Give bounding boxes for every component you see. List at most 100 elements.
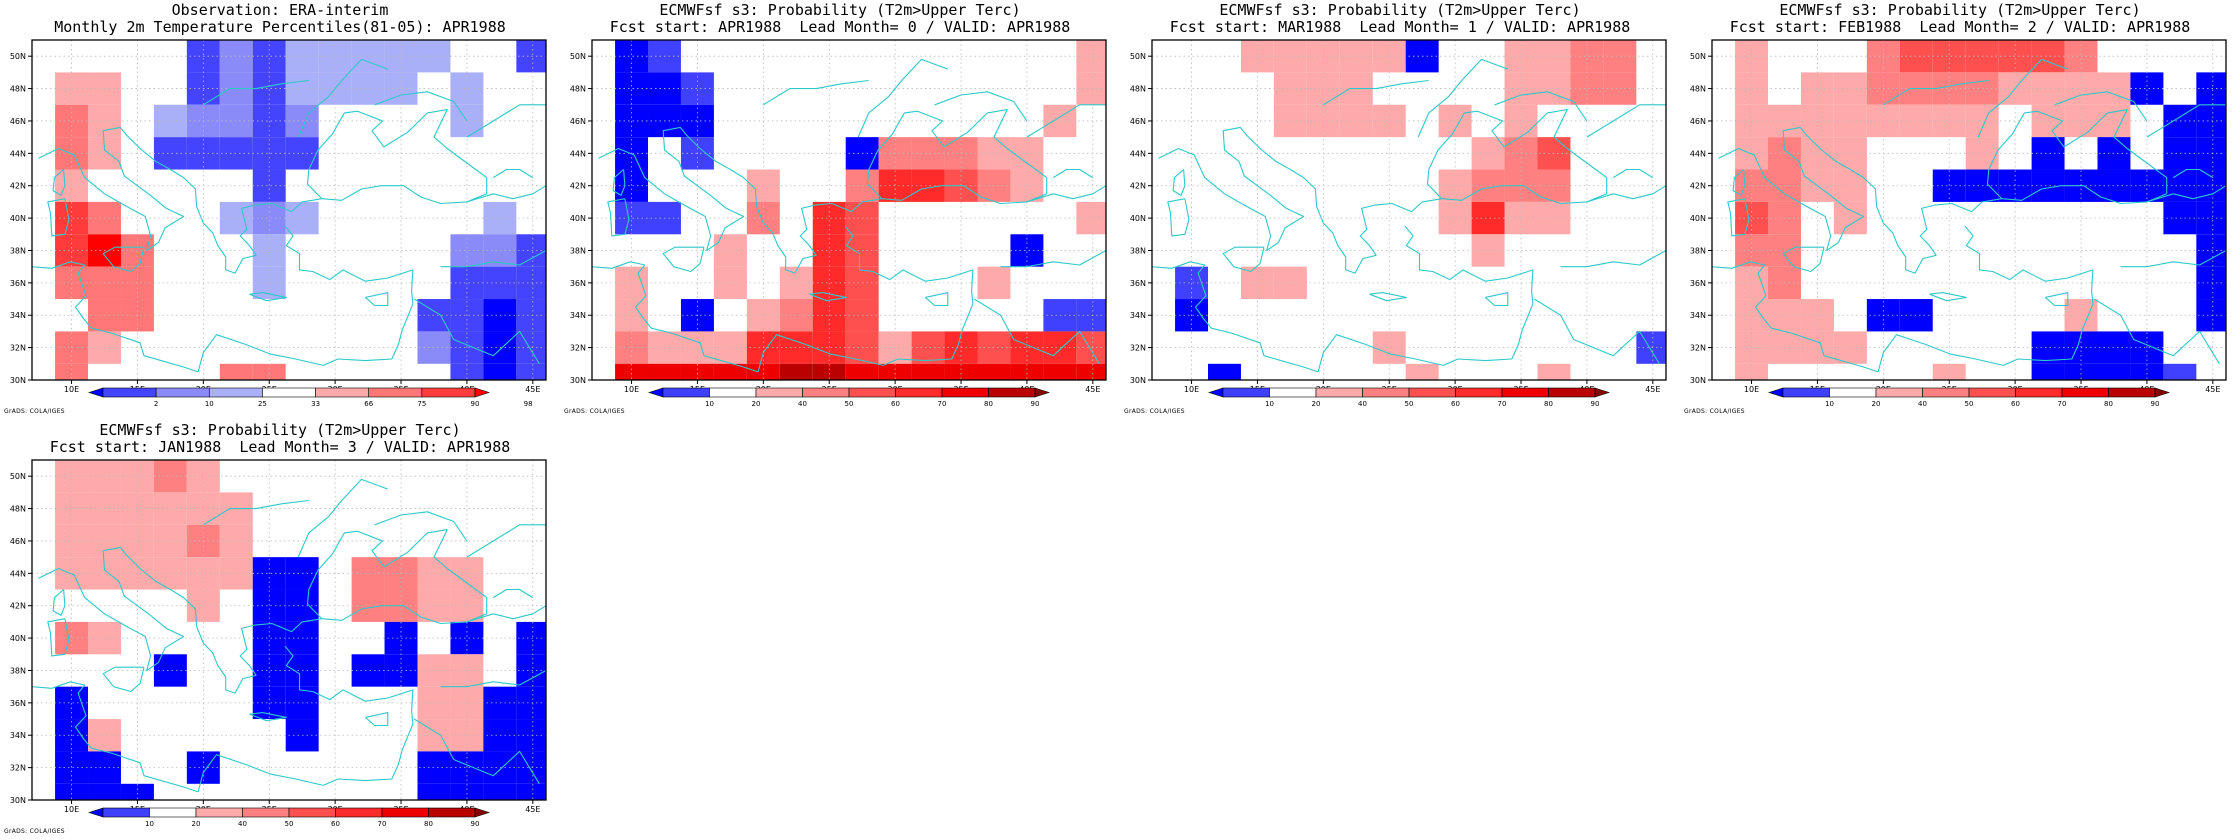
lat-tick-label: 44N	[1690, 149, 1706, 158]
grid-cell	[2130, 363, 2164, 380]
colorbar-swatch	[195, 807, 243, 818]
coastline	[1426, 109, 1608, 200]
coastline	[1369, 292, 1407, 302]
lat-tick-label: 46N	[10, 117, 26, 126]
colorbar-swatch	[1315, 387, 1363, 398]
coastline	[1172, 169, 1186, 196]
colorbar-swatch	[102, 807, 150, 818]
grid-cell	[1899, 299, 1933, 332]
map-frame	[1151, 39, 1667, 381]
grid-cell	[1800, 104, 1834, 138]
colorbar-swatch	[1362, 387, 1410, 398]
coastline	[466, 104, 546, 138]
colorbar-label: 40	[1358, 400, 1367, 408]
coastline	[2001, 185, 2167, 205]
colorbar-end-high	[474, 807, 490, 818]
lat-tick-label: 34N	[10, 311, 26, 320]
coastline	[1799, 127, 2002, 274]
colorbar-label: 20	[1312, 400, 1321, 408]
colorbar-label: 90	[471, 400, 480, 408]
grid-cell	[483, 266, 517, 300]
grid-cell	[120, 266, 154, 300]
coastline	[1158, 126, 1305, 252]
coastline	[925, 292, 949, 307]
colorbar-label: 70	[2058, 400, 2067, 408]
grid-cell	[1043, 331, 1077, 364]
colorbar-end-low	[1208, 387, 1224, 398]
colorbar-label: 20	[192, 820, 201, 828]
grid-cell	[779, 299, 813, 332]
map-frame	[1711, 39, 2227, 381]
coastline	[1727, 198, 1750, 237]
grid-cell	[845, 363, 879, 380]
grid-cell	[1735, 363, 1769, 380]
colorbar-swatch	[848, 387, 896, 398]
lat-tick-label: 38N	[10, 246, 26, 255]
lat-tick-label: 36N	[1690, 279, 1706, 288]
grid-cell	[516, 783, 546, 800]
lon-tick-label: 45E	[1085, 385, 1100, 394]
colorbar-swatch	[1968, 387, 2016, 398]
coastline	[1000, 250, 1107, 268]
colorbar-swatch	[941, 387, 989, 398]
colorbar-swatch	[381, 807, 429, 818]
coastline	[1167, 198, 1190, 237]
lat-tick-label: 44N	[10, 149, 26, 158]
grid-cell	[779, 266, 813, 300]
grid-cell	[2163, 137, 2197, 170]
colorbar-swatch	[1408, 387, 1456, 398]
colorbar-label: 40	[238, 820, 247, 828]
coastline	[321, 605, 487, 625]
panel-subtitle: Fcst start: APR1988 Lead Month= 0 / VALI…	[609, 18, 1071, 36]
coastline	[1986, 109, 2168, 200]
colorbar-label: 90	[1031, 400, 1040, 408]
colorbar-end-high	[474, 387, 490, 398]
lat-tick-label: 30N	[1690, 376, 1706, 385]
lat-tick-label: 30N	[570, 376, 586, 385]
coastline	[413, 298, 540, 365]
grid-cell	[2163, 201, 2197, 235]
colorbar-swatch	[428, 807, 476, 818]
coastline	[1533, 298, 1660, 365]
lat-tick-label: 36N	[10, 699, 26, 708]
grid-cell	[55, 783, 89, 800]
coastline	[284, 645, 414, 786]
lat-tick-label: 40N	[1690, 214, 1706, 223]
grid-cell	[483, 751, 517, 784]
coastline	[598, 126, 745, 252]
lat-tick-label: 42N	[10, 602, 26, 611]
grid-cell	[417, 783, 451, 800]
grads-credit: GrADS: COLA/IGES	[4, 828, 65, 835]
coastline	[249, 292, 287, 302]
grads-credit: GrADS: COLA/IGES	[1684, 408, 1745, 415]
coastline	[466, 605, 547, 623]
coastline	[1613, 168, 1654, 179]
map-panel-observation: Observation: ERA-interim Monthly 2m Temp…	[0, 0, 560, 420]
grid-cell	[1043, 363, 1077, 380]
lat-tick-label: 40N	[570, 214, 586, 223]
coastline	[1560, 250, 1667, 268]
colorbar-label: 98	[524, 400, 533, 408]
colorbar-swatch	[755, 387, 803, 398]
grid-cell	[1076, 363, 1106, 380]
colorbar-label: 10	[705, 400, 714, 408]
coastline	[1732, 169, 1746, 196]
lat-tick-label: 40N	[1130, 214, 1146, 223]
coastline	[321, 185, 487, 205]
coastline	[866, 109, 1048, 200]
coastline	[1586, 185, 1667, 203]
coastline	[47, 198, 70, 237]
coastline	[102, 246, 145, 273]
coastline	[102, 666, 145, 693]
coastline	[52, 169, 66, 196]
colorbar-label: 50	[1405, 400, 1414, 408]
grid-cell	[680, 331, 714, 364]
coastline	[934, 91, 1028, 122]
coastline	[365, 712, 389, 727]
grid-cell	[680, 363, 714, 380]
coastline	[47, 618, 70, 657]
panel-title: ECMWFsf s3: Probability (T2m>Upper Terc)	[99, 421, 461, 439]
coastline	[203, 79, 309, 106]
grid-cell	[219, 104, 253, 138]
map-canvas: 10E15E20E25E30E35E40E45E30N32N34N36N38N4…	[570, 39, 1107, 408]
